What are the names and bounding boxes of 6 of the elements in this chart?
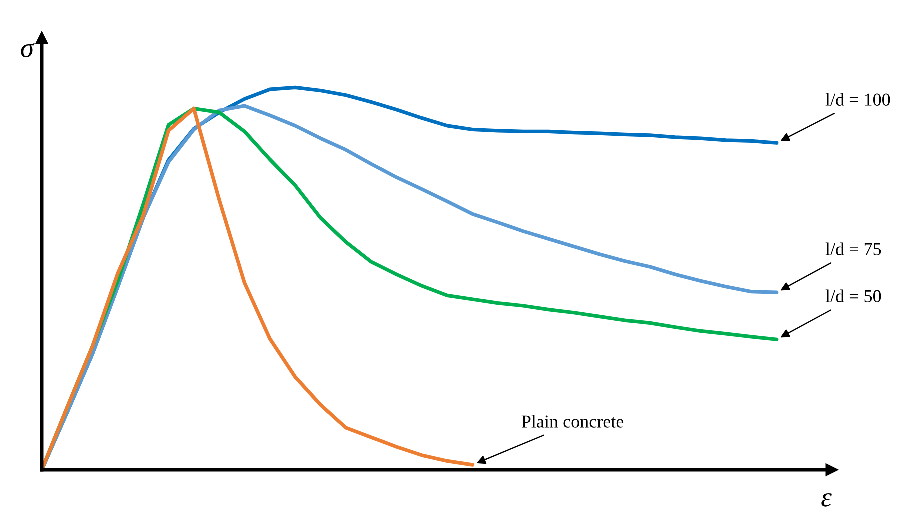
text: l/d = 50	[826, 290, 882, 302]
text: Plain concrete	[522, 415, 624, 428]
x-axis-title: ε	[822, 493, 832, 507]
text: l/d = 100	[826, 93, 890, 106]
y-axis-title: σ	[21, 42, 35, 58]
text: l/d = 75	[826, 242, 882, 256]
